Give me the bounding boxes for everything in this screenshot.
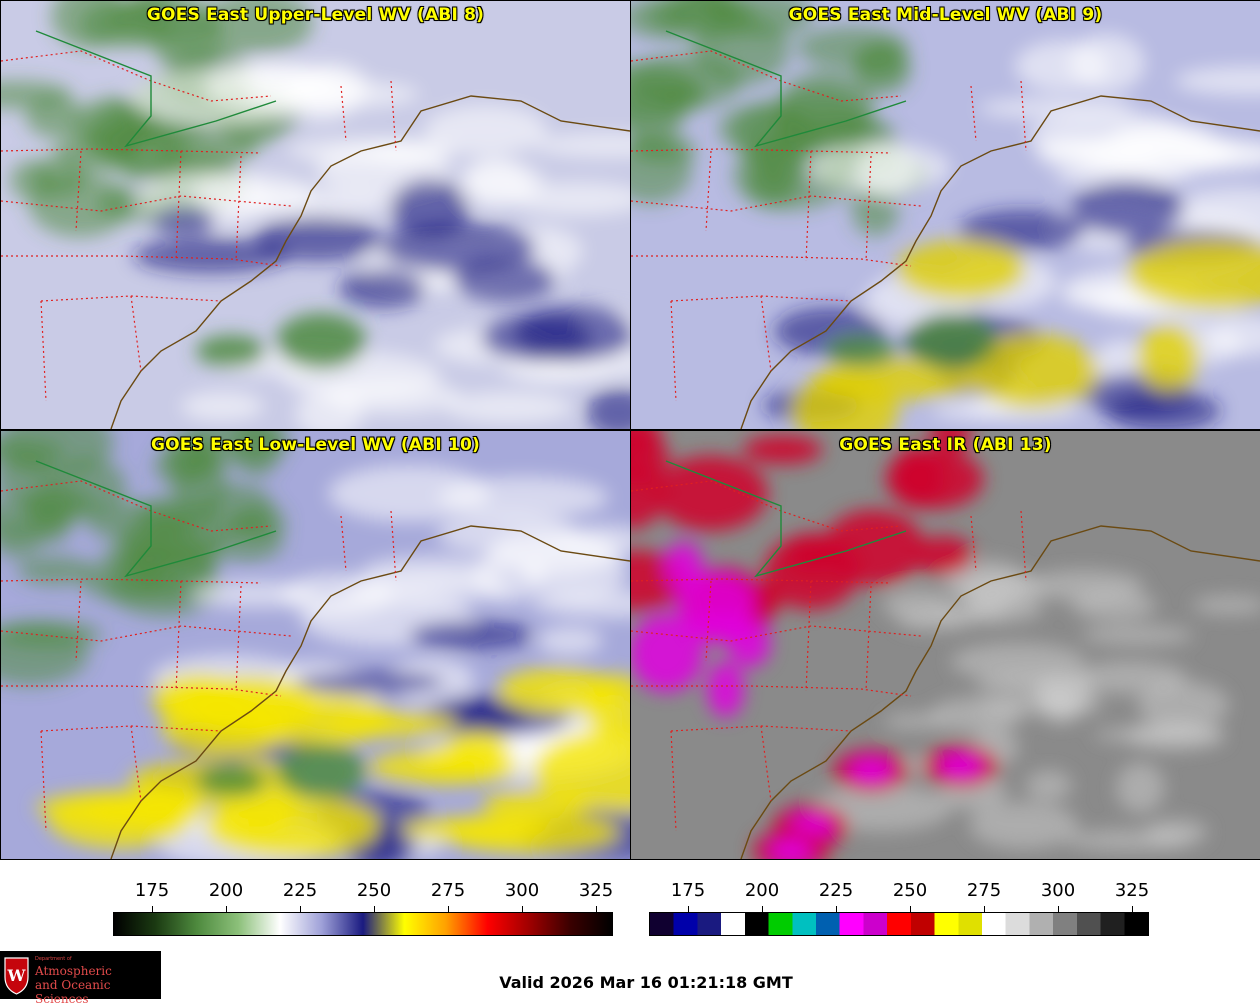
colorbar-tick-mark — [300, 906, 301, 913]
colorbar-tick-mark — [522, 906, 523, 913]
colorbar-tick-mark — [688, 906, 689, 913]
colorbar-tick-mark — [1058, 906, 1059, 913]
colorbar-tick-mark — [374, 906, 375, 913]
logo-line1: Atmospheric — [35, 964, 112, 978]
svg-text:W: W — [7, 966, 27, 985]
colorbar-tick-label: 225 — [818, 880, 854, 901]
colorbar-tick-mark — [984, 906, 985, 913]
colorbar-tick-label: 325 — [578, 880, 614, 901]
panel-title: GOES East Low-Level WV (ABI 10) — [150, 435, 480, 455]
valid-time: Valid 2026 Mar 16 01:21:18 GMT — [499, 973, 793, 992]
panel-title: GOES East Upper-Level WV (ABI 8) — [146, 5, 485, 25]
panel-title: GOES East IR (ABI 13) — [839, 435, 1052, 455]
panel-low-level-wv: GOES East Low-Level WV (ABI 10) — [0, 430, 631, 860]
colorbar-tick-label: 250 — [356, 880, 392, 901]
wv-colorbar-ticks: 175 200 225 250 275 300 325 — [92, 880, 614, 914]
satellite-image-upper-level-wv — [1, 1, 630, 429]
colorbar-tick-label: 225 — [282, 880, 318, 901]
panel-title: GOES East Mid-Level WV (ABI 9) — [788, 5, 1103, 25]
colorbar-tick-mark — [910, 906, 911, 913]
ir-colorbar-ticks: 175 200 225 250 275 300 325 — [628, 880, 1150, 914]
colorbar-tick-mark — [226, 906, 227, 913]
colorbar-tick-mark — [152, 906, 153, 913]
logo-department: Department of — [35, 956, 72, 962]
panel-mid-level-wv: GOES East Mid-Level WV (ABI 9) — [630, 0, 1260, 430]
satellite-image-low-level-wv — [1, 431, 630, 859]
colorbar-tick-mark — [596, 906, 597, 913]
colorbar-tick-label: 300 — [504, 880, 540, 901]
colorbar-tick-mark — [448, 906, 449, 913]
wv-colorbar — [113, 912, 613, 936]
colorbar-tick-label: 175 — [134, 880, 170, 901]
colorbar-tick-mark — [836, 906, 837, 913]
colorbar-tick-label: 325 — [1114, 880, 1150, 901]
satellite-image-ir — [631, 431, 1260, 859]
colorbar-tick-mark — [1132, 906, 1133, 913]
colorbar-tick-label: 175 — [670, 880, 706, 901]
colorbar-tick-label: 250 — [892, 880, 928, 901]
panel-upper-level-wv: GOES East Upper-Level WV (ABI 8) — [0, 0, 631, 430]
colorbar-tick-label: 300 — [1040, 880, 1076, 901]
colorbar-tick-label: 275 — [430, 880, 466, 901]
uw-crest-icon: W — [4, 957, 29, 995]
colorbar-tick-label: 200 — [744, 880, 780, 901]
panel-ir: GOES East IR (ABI 13) — [630, 430, 1260, 860]
ir-colorbar — [649, 912, 1149, 936]
colorbar-tick-label: 275 — [966, 880, 1002, 901]
satellite-image-mid-level-wv — [631, 1, 1260, 429]
colorbar-tick-mark — [762, 906, 763, 913]
colorbar-tick-label: 200 — [208, 880, 244, 901]
